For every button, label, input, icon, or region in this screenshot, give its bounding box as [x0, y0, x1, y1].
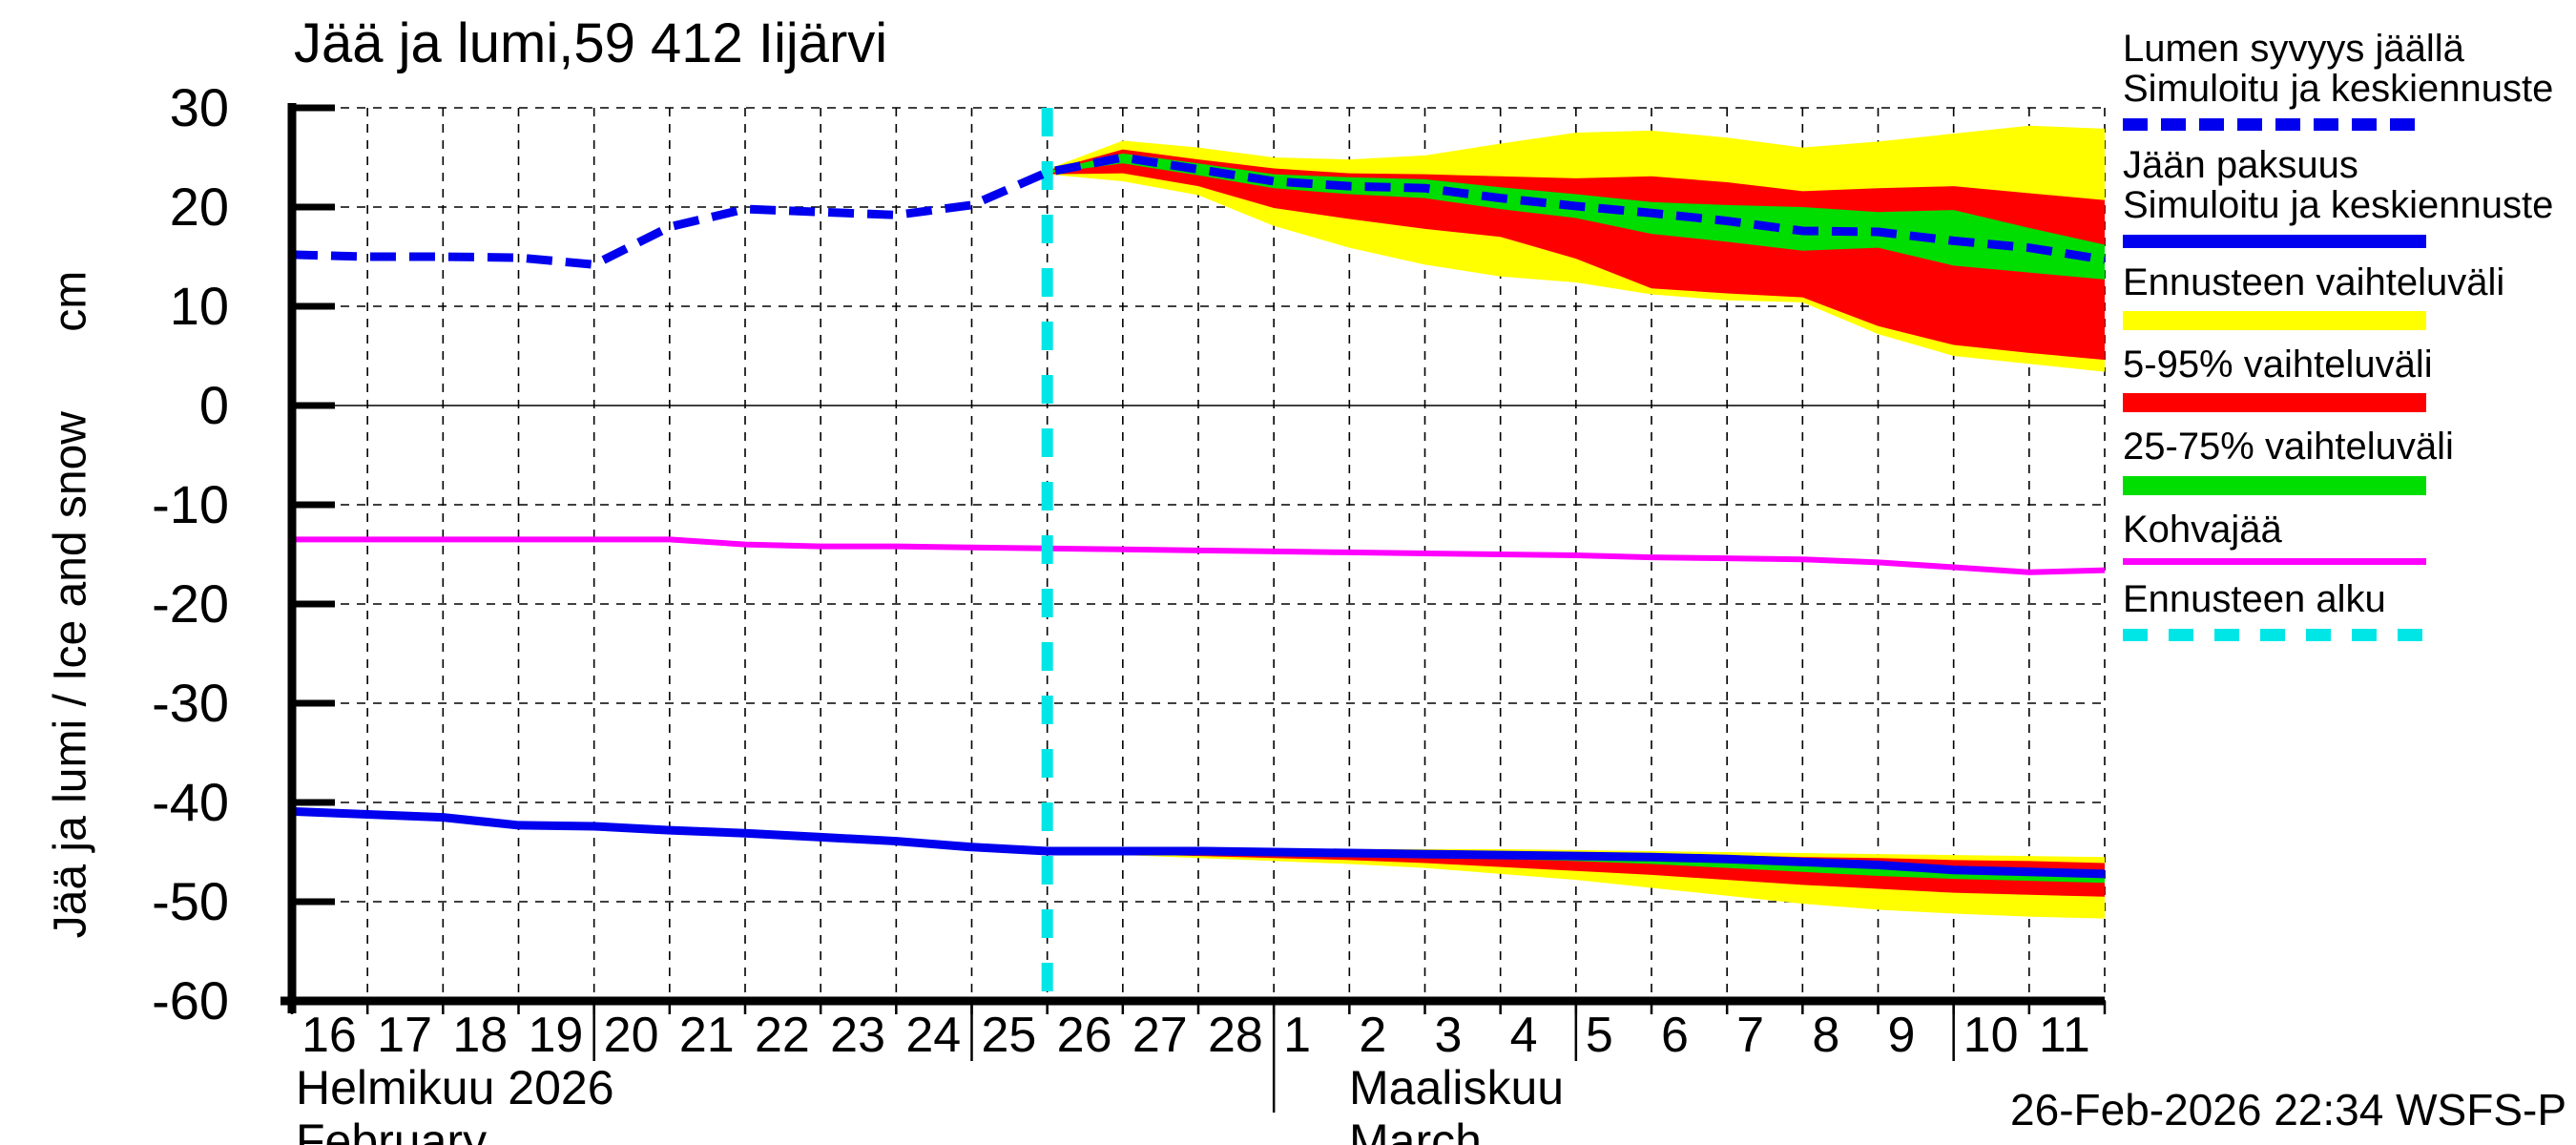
x-tick-label: 23 — [830, 1008, 885, 1063]
legend-label: Lumen syvyys jäällä — [2123, 28, 2464, 70]
month-march-en: March — [1349, 1114, 1482, 1145]
x-tick-label: 17 — [377, 1008, 432, 1063]
legend-swatch-blue-dashed-line — [2123, 117, 2426, 131]
legend-entry-25-75-range: 25-75% vaihteluväli — [2123, 426, 2571, 495]
legend-label: Kohvajää — [2123, 508, 2282, 551]
kohvajaa-line — [292, 536, 2106, 575]
y-tick-label: -30 — [152, 673, 229, 733]
x-tick-label: 20 — [604, 1008, 659, 1063]
kohvajaa-series — [292, 536, 2106, 575]
y-tick-label: 30 — [170, 77, 229, 137]
legend-entry-5-95-range: 5-95% vaihteluväli — [2123, 343, 2571, 413]
legend-entry-forecast-start: Ennusteen alku — [2123, 578, 2571, 641]
x-tick-label: 10 — [1963, 1008, 2019, 1063]
x-tick-label: 19 — [529, 1008, 584, 1063]
legend-swatch-blue-solid-line — [2123, 234, 2426, 248]
x-tick-label: 28 — [1208, 1008, 1263, 1063]
chart-legend: Lumen syvyys jäällä Simuloitu ja keskien… — [2123, 29, 2571, 656]
x-tick-label: 8 — [1812, 1008, 1839, 1063]
legend-swatch-red-band — [2123, 393, 2426, 413]
page-title: Jää ja lumi,59 412 Iijärvi — [294, 12, 888, 74]
ice-thickness-median-line — [291, 806, 2106, 879]
y-tick-labels: 30 20 10 0 -10 -20 -30 -40 -50 -60 — [152, 77, 229, 1030]
x-tick-label: 25 — [982, 1008, 1037, 1063]
x-tick-label: 6 — [1661, 1008, 1689, 1063]
x-tick-label: 5 — [1586, 1008, 1613, 1063]
ice-thickness-series — [291, 806, 2106, 879]
legend-label-line2: Simuloitu ja keskiennuste — [2123, 184, 2554, 227]
x-tick-label: 7 — [1736, 1008, 1764, 1063]
y-tick-label: 0 — [199, 375, 229, 435]
snow-forecast-bands — [1047, 125, 2105, 372]
x-tick-label: 26 — [1057, 1008, 1112, 1063]
legend-swatch-cyan-dashed-line — [2123, 628, 2426, 641]
y-tick-label: -50 — [152, 871, 229, 931]
snow-depth-series — [291, 153, 2106, 269]
legend-label-line2: Simuloitu ja keskiennuste — [2123, 68, 2554, 111]
snow-depth-median-line — [291, 153, 2106, 269]
legend-swatch-magenta-line — [2123, 558, 2426, 566]
y-tick-label: -60 — [152, 970, 229, 1030]
x-tick-label: 21 — [679, 1008, 735, 1063]
legend-label: Jään paksuus — [2123, 143, 2358, 186]
legend-entry-snow-depth: Lumen syvyys jäällä Simuloitu ja keskien… — [2123, 29, 2571, 131]
y-tick-label: -20 — [152, 573, 229, 634]
legend-label: Ennusteen vaihteluväli — [2123, 260, 2505, 303]
legend-swatch-yellow-band — [2123, 310, 2426, 330]
legend-label: Ennusteen alku — [2123, 578, 2386, 621]
x-tick-label: 18 — [452, 1008, 508, 1063]
legend-swatch-green-band — [2123, 475, 2426, 495]
x-tick-label: 4 — [1510, 1008, 1538, 1063]
x-axis-month-march: Maaliskuu March — [1349, 1061, 1564, 1145]
x-tick-label: 11 — [2039, 1008, 2090, 1063]
x-tick-label: 24 — [905, 1008, 961, 1063]
x-tick-label: 16 — [301, 1008, 357, 1063]
x-tick-label: 1 — [1283, 1008, 1311, 1063]
legend-entry-kohvajaa: Kohvajää — [2123, 508, 2571, 566]
axes-frame — [280, 103, 2107, 1113]
y-tick-label: -10 — [152, 474, 229, 534]
x-tick-label: 22 — [755, 1008, 810, 1063]
x-tick-label: 9 — [1888, 1008, 1916, 1063]
month-february-en: February — [296, 1114, 488, 1145]
y-tick-label: 20 — [170, 177, 229, 237]
y-tick-label: 10 — [170, 276, 229, 336]
month-march-fi: Maaliskuu — [1349, 1061, 1565, 1114]
x-tick-labels: 16 17 18 19 20 21 22 23 24 25 26 27 28 1 2 3 4 5 6 7 8 9 10 11 — [301, 1008, 2090, 1063]
y-tick-label: -40 — [152, 772, 229, 832]
legend-label: 25-75% vaihteluväli — [2123, 426, 2454, 468]
x-tick-label: 2 — [1359, 1008, 1386, 1063]
snow-band-5-95 — [1047, 149, 2105, 361]
legend-entry-forecast-range: Ennusteen vaihteluväli — [2123, 260, 2571, 330]
chart-timestamp: 26-Feb-2026 22:34 WSFS-P — [2010, 1085, 2566, 1135]
month-february-fi: Helmikuu 2026 — [296, 1061, 614, 1114]
x-tick-label: 3 — [1435, 1008, 1463, 1063]
legend-label: 5-95% vaihteluväli — [2123, 343, 2433, 385]
legend-entry-ice-thickness: Jään paksuus Simuloitu ja keskiennuste — [2123, 143, 2571, 248]
x-tick-label: 27 — [1132, 1008, 1188, 1063]
x-axis-month-february: Helmikuu 2026 February — [296, 1061, 614, 1145]
